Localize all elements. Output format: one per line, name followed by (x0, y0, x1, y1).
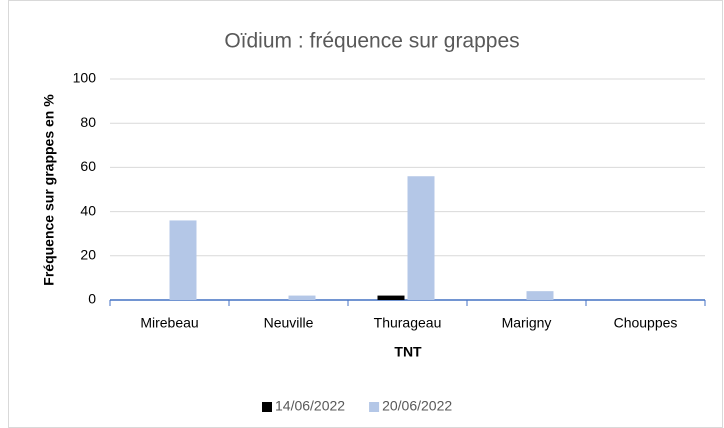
bar (377, 295, 405, 300)
x-tick-label: Thurageau (374, 315, 442, 331)
chart-border (8, 0, 723, 428)
y-tick-label: 20 (80, 247, 96, 263)
legend-swatch (262, 402, 272, 412)
bar (407, 176, 435, 300)
legend-swatch (369, 402, 380, 412)
legend-label: 20/06/2022 (382, 398, 452, 414)
x-tick-label: Mirebeau (140, 315, 198, 331)
bar (169, 220, 197, 300)
y-tick-label: 100 (73, 70, 97, 86)
bar (288, 295, 316, 300)
y-axis-label: Fréquence sur grappes en % (41, 94, 57, 286)
chart-title: Oïdium : fréquence sur grappes (224, 30, 519, 53)
x-tick-label: Marigny (502, 315, 552, 331)
bar (526, 291, 554, 300)
y-tick-label: 40 (80, 202, 96, 218)
x-tick-label: Chouppes (614, 315, 678, 331)
y-tick-label: 60 (80, 158, 96, 174)
legend-label: 14/06/2022 (275, 398, 345, 414)
y-tick-label: 0 (88, 291, 96, 307)
x-axis-label: TNT (394, 344, 422, 360)
x-tick-label: Neuville (264, 315, 314, 331)
y-tick-label: 80 (80, 114, 96, 130)
